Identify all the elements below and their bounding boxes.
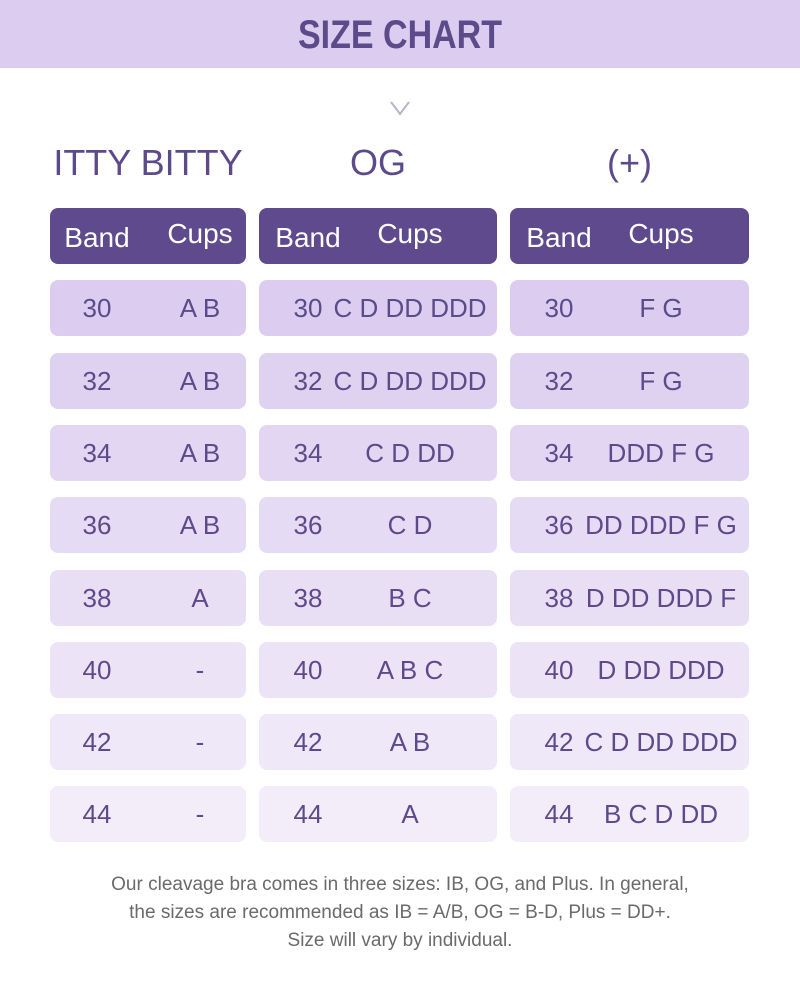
table-row xyxy=(50,642,246,698)
band-cell: 34 xyxy=(82,438,112,468)
cups-cell: - xyxy=(195,655,205,685)
table-row xyxy=(510,497,749,553)
band-cell: 36 xyxy=(544,510,574,540)
cups-cell: F G xyxy=(639,366,683,396)
band-cell: 36 xyxy=(82,510,112,540)
table-row xyxy=(510,714,749,770)
band-cell: 32 xyxy=(293,366,323,396)
table-row xyxy=(50,353,246,409)
table-header-row xyxy=(50,208,246,264)
column-header: Cups xyxy=(377,218,443,249)
cups-cell: A xyxy=(401,799,419,829)
cups-cell: A xyxy=(191,583,209,613)
band-cell: 38 xyxy=(544,583,574,613)
cups-cell: B C D DD xyxy=(603,799,719,829)
table-row xyxy=(510,280,749,336)
cups-cell: DD DDD F G xyxy=(585,510,737,540)
table-row xyxy=(510,642,749,698)
table-header-row xyxy=(510,208,749,264)
band-cell: 44 xyxy=(293,799,323,829)
band-cell: 42 xyxy=(82,727,112,757)
table-row xyxy=(259,786,497,842)
footer-text: Our cleavage bra comes in three sizes: I… xyxy=(111,874,689,895)
table-row xyxy=(50,425,246,481)
table-header-row xyxy=(259,208,497,264)
table-row xyxy=(259,642,497,698)
column-header: Band xyxy=(275,222,341,253)
cups-cell: D DD DDD F xyxy=(585,583,737,613)
column-header: Cups xyxy=(628,218,694,249)
band-cell: 30 xyxy=(544,293,574,323)
table-row xyxy=(50,497,246,553)
header-band xyxy=(0,0,800,68)
table-row xyxy=(50,280,246,336)
cups-cell: A B xyxy=(179,366,221,396)
band-cell: 38 xyxy=(82,583,112,613)
cups-cell: C D DD DDD xyxy=(584,727,738,757)
cups-cell: D DD DDD xyxy=(597,655,725,685)
cups-cell: - xyxy=(195,799,205,829)
table-row xyxy=(510,570,749,626)
table-row xyxy=(510,425,749,481)
table-row xyxy=(50,786,246,842)
table-title: ITTY BITTY xyxy=(53,142,243,183)
cups-cell: A B xyxy=(179,438,221,468)
cups-cell: DDD F G xyxy=(607,438,715,468)
band-cell: 42 xyxy=(293,727,323,757)
table-row xyxy=(259,353,497,409)
table-row xyxy=(259,570,497,626)
band-cell: 32 xyxy=(82,366,112,396)
band-cell: 34 xyxy=(544,438,574,468)
cups-cell: A B xyxy=(179,293,221,323)
band-cell: 40 xyxy=(293,655,323,685)
cups-cell: C D xyxy=(387,510,433,540)
chevron xyxy=(390,101,410,116)
band-cell: 42 xyxy=(544,727,574,757)
table-row xyxy=(50,714,246,770)
table-row xyxy=(259,497,497,553)
cups-cell: A B xyxy=(389,727,431,757)
band-cell: 38 xyxy=(293,583,323,613)
table-title: OG xyxy=(349,142,406,183)
page-title: SIZE CHART xyxy=(298,13,502,57)
cups-cell: C D DD xyxy=(365,438,455,468)
footer-text: the sizes are recommended as IB = A/B, O… xyxy=(129,902,671,923)
band-cell: 30 xyxy=(293,293,323,323)
band-cell: 36 xyxy=(293,510,323,540)
cups-cell: C D DD DDD xyxy=(333,366,487,396)
band-cell: 30 xyxy=(82,293,112,323)
cups-cell: B C xyxy=(388,583,432,613)
column-header: Band xyxy=(526,222,592,253)
cups-cell: A B C xyxy=(376,655,444,685)
table-row xyxy=(259,280,497,336)
table-row xyxy=(510,786,749,842)
footer-text: Size will vary by individual. xyxy=(287,930,513,951)
band-cell: 44 xyxy=(82,799,112,829)
band-cell: 32 xyxy=(544,366,574,396)
cups-cell: C D DD DDD xyxy=(333,293,487,323)
column-header: Cups xyxy=(167,218,233,249)
band-cell: 40 xyxy=(544,655,574,685)
table-title: (+) xyxy=(607,142,652,183)
table-row xyxy=(510,353,749,409)
table-row xyxy=(50,570,246,626)
band-cell: 40 xyxy=(82,655,112,685)
table-row xyxy=(259,714,497,770)
cups-cell: F G xyxy=(639,293,683,323)
cups-cell: - xyxy=(195,727,205,757)
band-cell: 34 xyxy=(293,438,323,468)
band-cell: 44 xyxy=(544,799,574,829)
cups-cell: A B xyxy=(179,510,221,540)
column-header: Band xyxy=(64,222,130,253)
table-row xyxy=(259,425,497,481)
